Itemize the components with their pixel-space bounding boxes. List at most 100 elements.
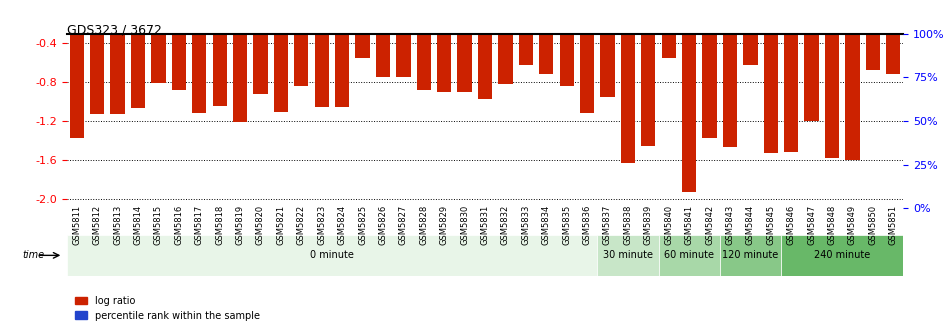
Bar [320,208,324,226]
Text: GSM5846: GSM5846 [786,205,796,245]
Legend: log ratio, percentile rank within the sample: log ratio, percentile rank within the sa… [71,292,263,325]
Text: GSM5811: GSM5811 [72,205,81,245]
Bar [891,208,896,226]
Bar [340,208,344,226]
Bar [279,208,283,226]
Text: GSM5849: GSM5849 [848,205,857,245]
Bar [151,4,165,83]
Bar [646,208,650,220]
Text: GSM5828: GSM5828 [419,205,428,245]
Bar [217,208,223,224]
Bar [564,208,569,224]
Text: time: time [22,250,45,260]
Bar [662,4,676,58]
Bar [747,208,753,226]
Bar [335,4,349,108]
Bar [110,4,125,114]
FancyBboxPatch shape [781,235,903,276]
Bar [845,4,860,160]
Text: GSM5833: GSM5833 [521,205,531,245]
Bar [728,208,732,220]
Text: GSM5827: GSM5827 [398,205,408,245]
Text: GSM5848: GSM5848 [827,205,837,245]
Text: 60 minute: 60 minute [664,250,714,260]
FancyBboxPatch shape [658,235,720,276]
Bar [95,208,100,222]
Bar [253,4,267,94]
FancyBboxPatch shape [720,235,781,276]
Bar [315,4,329,108]
Text: GSM5830: GSM5830 [460,205,469,245]
Bar [764,4,778,153]
Text: GSM5850: GSM5850 [868,205,878,245]
Bar [768,208,773,219]
Bar [69,4,84,138]
Text: GSM5818: GSM5818 [215,205,224,245]
Text: GSM5847: GSM5847 [807,205,816,245]
Bar [401,208,406,224]
Text: GSM5824: GSM5824 [338,205,346,245]
Text: GSM5839: GSM5839 [644,205,652,245]
Bar [870,208,875,226]
Text: GSM5817: GSM5817 [195,205,204,245]
Bar [437,4,452,92]
Bar [703,4,717,138]
Text: GSM5821: GSM5821 [277,205,285,245]
Bar [829,208,835,220]
Bar [376,4,390,77]
Text: GSM5834: GSM5834 [542,205,551,245]
Bar [233,4,247,122]
Bar [74,208,79,214]
Bar [197,208,202,224]
Bar [744,4,758,65]
Text: GSM5829: GSM5829 [439,205,449,245]
Bar [115,208,120,222]
Bar [544,208,549,226]
Text: GSM5822: GSM5822 [297,205,306,245]
Bar [274,4,288,112]
Bar [518,4,533,65]
Bar [850,208,855,220]
Bar [135,208,141,224]
Bar [682,4,696,192]
Bar [523,208,529,227]
Bar [397,4,411,77]
Bar [90,4,105,114]
Bar [360,208,365,231]
Text: GSM5835: GSM5835 [562,205,572,245]
Text: GSM5837: GSM5837 [603,205,612,245]
Text: GSM5819: GSM5819 [236,205,244,245]
Text: GSM5842: GSM5842 [705,205,714,245]
FancyBboxPatch shape [67,235,597,276]
Bar [299,208,303,224]
Bar [784,4,798,152]
Bar [380,208,385,226]
Bar [192,4,206,113]
Text: GSM5844: GSM5844 [746,205,755,245]
Bar [667,208,671,229]
Bar [707,208,712,222]
Bar [477,4,493,99]
Bar [482,208,488,224]
Bar [238,208,243,226]
Bar [825,4,839,158]
Text: 240 minute: 240 minute [814,250,870,260]
FancyBboxPatch shape [597,235,658,276]
Text: GSM5840: GSM5840 [664,205,673,245]
Bar [585,208,590,222]
Text: GSM5831: GSM5831 [480,205,490,245]
Bar [156,208,161,229]
Text: GSM5832: GSM5832 [501,205,510,245]
Bar [503,208,508,226]
Bar [580,4,594,113]
Text: GSM5823: GSM5823 [318,205,326,245]
Bar [809,208,814,222]
Bar [641,4,655,146]
Text: GSM5841: GSM5841 [685,205,693,245]
Bar [605,208,610,224]
Text: 30 minute: 30 minute [603,250,653,260]
Text: GSM5826: GSM5826 [378,205,387,245]
Bar [498,4,513,84]
Bar [886,4,901,74]
Bar [600,4,614,97]
